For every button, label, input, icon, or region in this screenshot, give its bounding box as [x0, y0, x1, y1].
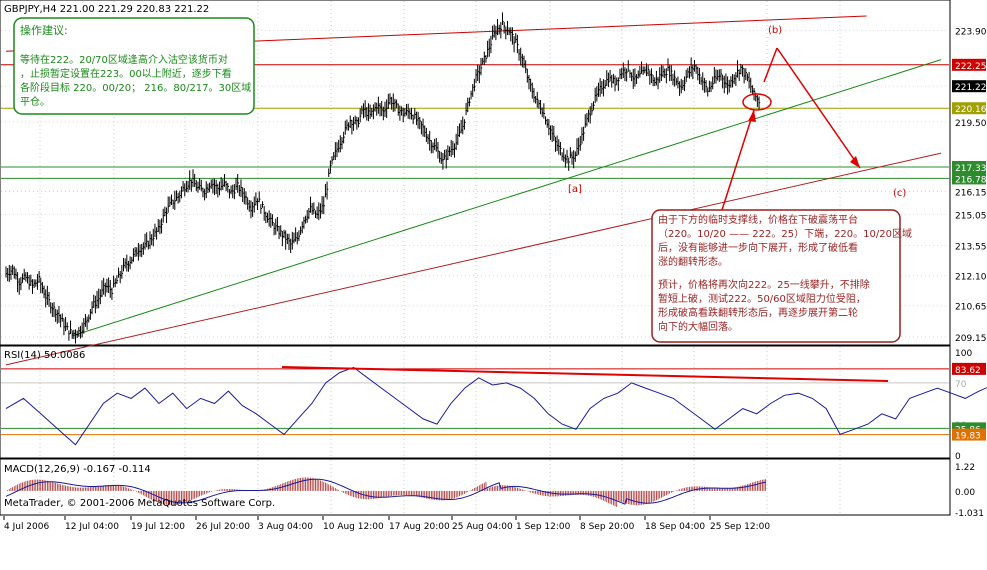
rsi-y-label: 0	[955, 452, 961, 462]
x-tick-label: 4 Jul 2006	[4, 522, 49, 532]
x-tick-label: 3 Aug 04:00	[258, 522, 313, 532]
price-y-label: 221.22	[955, 83, 987, 93]
x-tick-label: 25 Aug 04:00	[452, 522, 513, 532]
rsi-title: RSI(14) 50.0086	[4, 350, 85, 361]
price-y-label: 219.50	[955, 119, 987, 129]
price-y-label: 209.15	[955, 334, 987, 344]
macd-grid	[39, 460, 841, 514]
price-y-label: 222.25	[955, 62, 987, 72]
price-y-label: 210.65	[955, 303, 987, 313]
macd-pane	[0, 458, 951, 516]
macd-y-label: -1.031	[955, 509, 984, 519]
advice-line-1: 等待在222。20/70区域逢高介入沽空该货币对	[20, 53, 228, 66]
price-y-label: 213.55	[955, 243, 987, 253]
macd-y-axis: 1.22 0.00 -1.031	[955, 463, 984, 519]
x-tick-label: 17 Aug 20:00	[389, 522, 450, 532]
macd-y-label: 1.22	[955, 463, 975, 473]
wave-b-label: (b)	[768, 25, 782, 36]
price-y-label: 212.10	[955, 273, 987, 283]
rsi-resistance-line	[281, 366, 889, 382]
x-tick-label: 12 Jul 04:00	[65, 522, 119, 532]
advice-title: 操作建议:	[20, 23, 68, 37]
x-tick-label: 1 Sep 12:00	[516, 522, 571, 532]
advice-line-4: 平仓。	[20, 95, 50, 108]
macd-title: MACD(12,26,9) -0.167 -0.114	[4, 464, 151, 475]
analysis-p1-line-2: （220。10/20 —— 222。25）下端，220。10/20区域	[658, 227, 912, 240]
analysis-p1-line-4: 涨的翻转形态。	[658, 255, 728, 268]
copyright-text: MetaTrader, © 2001-2006 MetaQuotes Softw…	[4, 498, 275, 509]
rsi-levels	[1, 368, 949, 436]
analysis-p2-line-2: 暂短上破，测试222。50/60区域阻力位受阻，	[658, 292, 866, 305]
price-y-label: 217.33	[955, 164, 987, 174]
rsi-y-label: 83.62	[955, 366, 981, 376]
wave-c-label: (c)	[893, 188, 906, 199]
x-tick-label: 10 Aug 12:00	[323, 522, 384, 532]
price-y-label: 215.05	[955, 211, 987, 221]
analysis-p2-line-3: 形成破高看跌翻转形态后，再逐步展开第二轮	[658, 306, 858, 319]
price-y-label: 216.15	[955, 189, 987, 199]
price-y-label: 223.90	[955, 28, 987, 38]
advice-box: 操作建议: 等待在222。20/70区域逢高介入沽空该货币对 ，止损暂定设置在2…	[13, 17, 255, 115]
support-line-line	[72, 59, 942, 337]
advice-line-3: 各阶段目标 220。00/20； 216。80/217。30区域	[20, 81, 251, 94]
price-y-label: 216.78	[955, 175, 987, 185]
x-tick-label: 8 Sep 20:00	[580, 522, 635, 532]
price-label-box	[952, 80, 986, 93]
rsi-y-label: 70	[955, 380, 967, 390]
price-label-box	[952, 58, 986, 71]
price-bars	[5, 12, 761, 344]
advice-line-2: ，止损暂定设置在223。00以上附近，逐步下看	[20, 67, 232, 80]
wave-a-label: [a]	[568, 184, 582, 195]
rsi-label-box	[952, 362, 986, 375]
rsi-y-label: 100	[955, 349, 972, 359]
price-y-label: 220.16	[955, 105, 987, 115]
x-tick-label: 19 Jul 12:00	[131, 522, 185, 532]
symbol-title: GBPJPY,H4 221.00 221.29 220.83 221.22	[4, 4, 209, 15]
macd-y-label: 0.00	[955, 488, 975, 498]
analysis-p1-line-3: 后，没有能够进一步向下展开，形成了破低看	[658, 241, 858, 254]
price-label-box	[952, 172, 986, 185]
price-y-axis: 223.90222.25221.22220.16219.50217.33216.…	[952, 28, 987, 344]
x-tick-label: 18 Sep 04:00	[645, 522, 705, 532]
price-label-box	[952, 160, 986, 173]
lower-channel-line	[5, 152, 942, 366]
price-label-box	[952, 102, 986, 115]
rsi-pane	[0, 345, 951, 459]
analysis-p2-line-1: 预计，价格将再次向222。25一线攀升，不排除	[658, 278, 870, 291]
x-tick-label: 26 Jul 20:00	[196, 522, 250, 532]
macd-signal-line	[5, 478, 766, 505]
analysis-p1-line-1: 由于下方的临时支撑线，价格在下破震荡平台	[658, 213, 858, 226]
projection-arrows	[721, 47, 861, 211]
analysis-box: 由于下方的临时支撑线，价格在下破震荡平台 （220。10/20 —— 222。2…	[651, 209, 912, 343]
x-tick-label: 25 Sep 12:00	[710, 522, 770, 532]
rsi-label-box	[952, 428, 986, 441]
rsi-y-label: 19.83	[955, 432, 981, 442]
analysis-p2-line-4: 向下的大幅回落。	[658, 320, 738, 333]
x-axis: 4 Jul 2006 12 Jul 04:00 19 Jul 12:00 26 Jul…	[3, 516, 770, 532]
rsi-line	[5, 366, 987, 446]
